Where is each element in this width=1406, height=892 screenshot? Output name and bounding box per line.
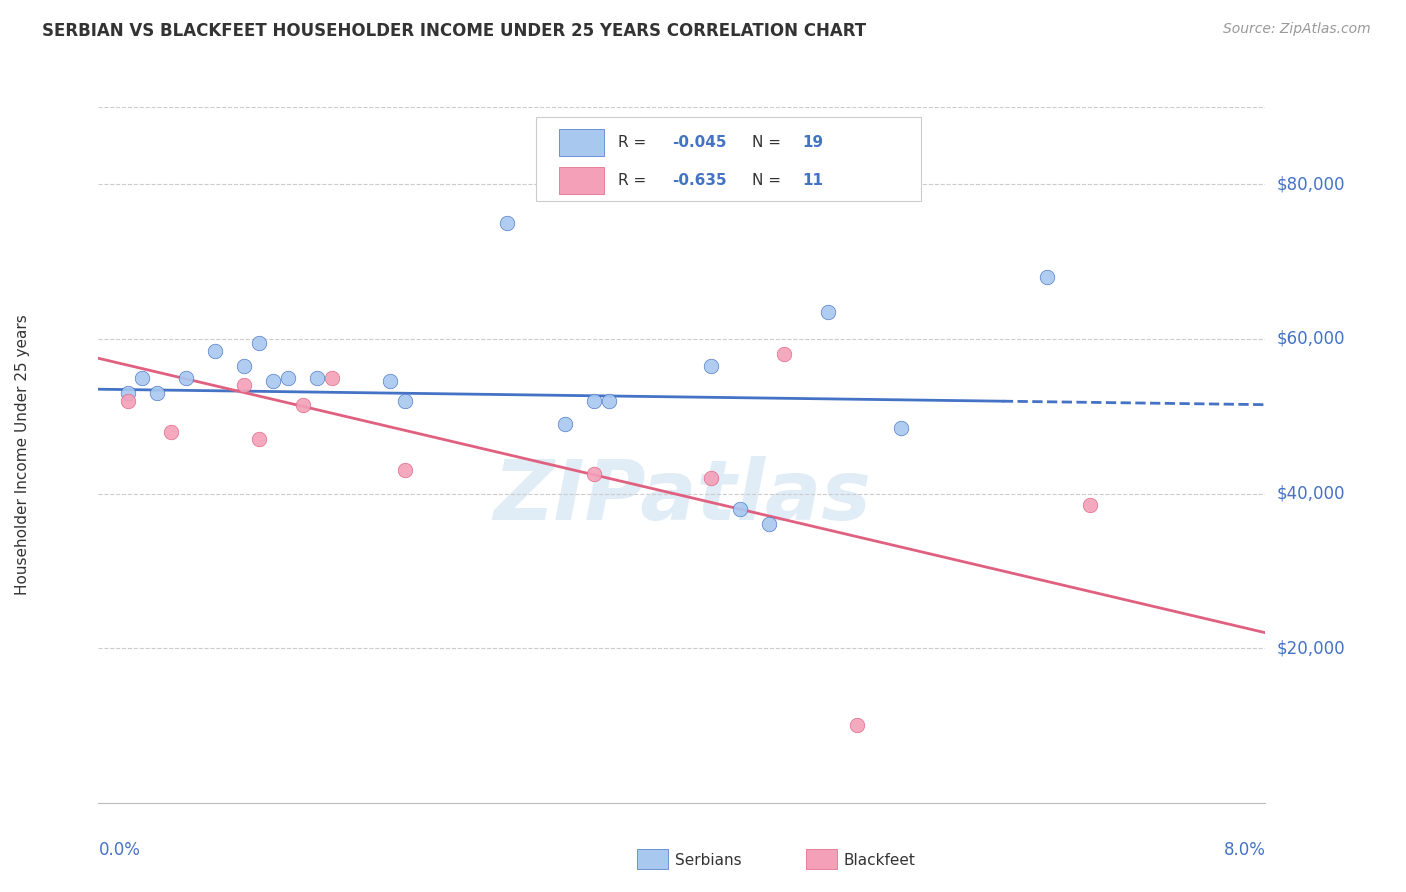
Point (758, 517, 780, 532)
Point (817, 305, 839, 319)
Text: SERBIAN VS BLACKFEET HOUSEHOLDER INCOME UNDER 25 YEARS CORRELATION CHART: SERBIAN VS BLACKFEET HOUSEHOLDER INCOME … (42, 22, 866, 40)
Text: $20,000: $20,000 (1277, 640, 1346, 657)
Text: R =: R = (617, 135, 651, 150)
Text: N =: N = (752, 135, 786, 150)
Point (117, 386, 139, 401)
FancyBboxPatch shape (806, 849, 837, 869)
Point (773, 347, 796, 361)
Text: $80,000: $80,000 (1277, 176, 1346, 194)
Text: N =: N = (752, 173, 786, 188)
Point (321, 370, 343, 384)
Point (131, 370, 153, 384)
Point (247, 335, 270, 350)
FancyBboxPatch shape (637, 849, 668, 869)
FancyBboxPatch shape (560, 129, 603, 155)
Point (845, 718, 868, 732)
Point (496, 216, 519, 230)
Point (174, 370, 197, 384)
Text: $60,000: $60,000 (1277, 330, 1346, 348)
Point (233, 378, 256, 392)
Text: -0.635: -0.635 (672, 173, 727, 188)
Point (117, 393, 139, 408)
Point (394, 393, 416, 408)
Point (146, 386, 169, 401)
Point (378, 375, 402, 389)
Text: Householder Income Under 25 years: Householder Income Under 25 years (15, 315, 30, 595)
Text: 19: 19 (801, 135, 824, 150)
FancyBboxPatch shape (560, 168, 603, 194)
Text: 8.0%: 8.0% (1223, 841, 1265, 859)
Point (204, 343, 226, 358)
Point (1035, 270, 1057, 285)
Point (262, 375, 284, 389)
Text: 11: 11 (801, 173, 823, 188)
Text: $40,000: $40,000 (1277, 484, 1346, 502)
Point (277, 370, 299, 384)
Point (160, 425, 183, 439)
Point (583, 393, 606, 408)
Point (728, 502, 751, 516)
Point (307, 370, 329, 384)
Text: ZIPatlas: ZIPatlas (494, 456, 870, 537)
Text: 0.0%: 0.0% (98, 841, 141, 859)
Text: Blackfeet: Blackfeet (844, 854, 915, 868)
Point (890, 421, 912, 435)
Text: -0.045: -0.045 (672, 135, 727, 150)
Point (1080, 498, 1102, 512)
Point (700, 359, 723, 373)
Point (700, 471, 723, 485)
Text: Source: ZipAtlas.com: Source: ZipAtlas.com (1223, 22, 1371, 37)
Point (233, 359, 256, 373)
Point (583, 467, 606, 482)
Point (394, 463, 416, 477)
FancyBboxPatch shape (536, 118, 921, 201)
Point (247, 433, 270, 447)
Text: Serbians: Serbians (675, 854, 741, 868)
Point (554, 417, 576, 431)
Text: R =: R = (617, 173, 651, 188)
Point (291, 398, 314, 412)
Point (598, 393, 620, 408)
